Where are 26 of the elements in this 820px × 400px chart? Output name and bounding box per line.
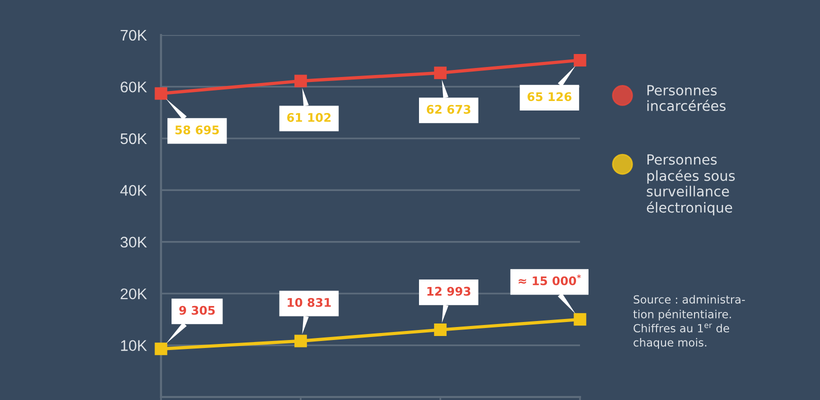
data-label: 61 102	[287, 113, 331, 122]
point	[434, 324, 447, 336]
point	[574, 313, 586, 326]
y-tick-label: 20K	[120, 288, 147, 300]
data-label: ≈ 15 000$^{*}$	[518, 274, 581, 286]
y-tick-label: 70K	[120, 30, 147, 41]
legend-label: Personnes incarcérées	[647, 85, 726, 112]
data-label: 10 831	[288, 298, 331, 307]
y-tick-label: 40K	[120, 185, 147, 196]
legend-label: Personnes placées sous surveillance électronique	[646, 154, 735, 216]
y-tick-label: 30K	[120, 236, 147, 248]
point	[154, 342, 168, 356]
y-tick-label: 10K	[121, 340, 147, 351]
data-label: 58 695	[175, 125, 219, 134]
y-tick-label: 50K	[120, 133, 147, 144]
data-label: 12 993	[427, 286, 470, 296]
data-label: 62 673	[426, 104, 470, 114]
source-note: Source : administra- tion pénitentiaire. Chiffres au 1$^{er}$ de chaque mois.	[633, 295, 745, 349]
data-label: 9 305	[179, 306, 215, 315]
point	[294, 74, 307, 88]
point	[434, 66, 447, 80]
point	[574, 54, 586, 66]
y-tick-label: 60K	[120, 82, 147, 92]
point	[294, 334, 307, 348]
point	[154, 87, 168, 100]
data-label: 65 126	[528, 92, 572, 102]
